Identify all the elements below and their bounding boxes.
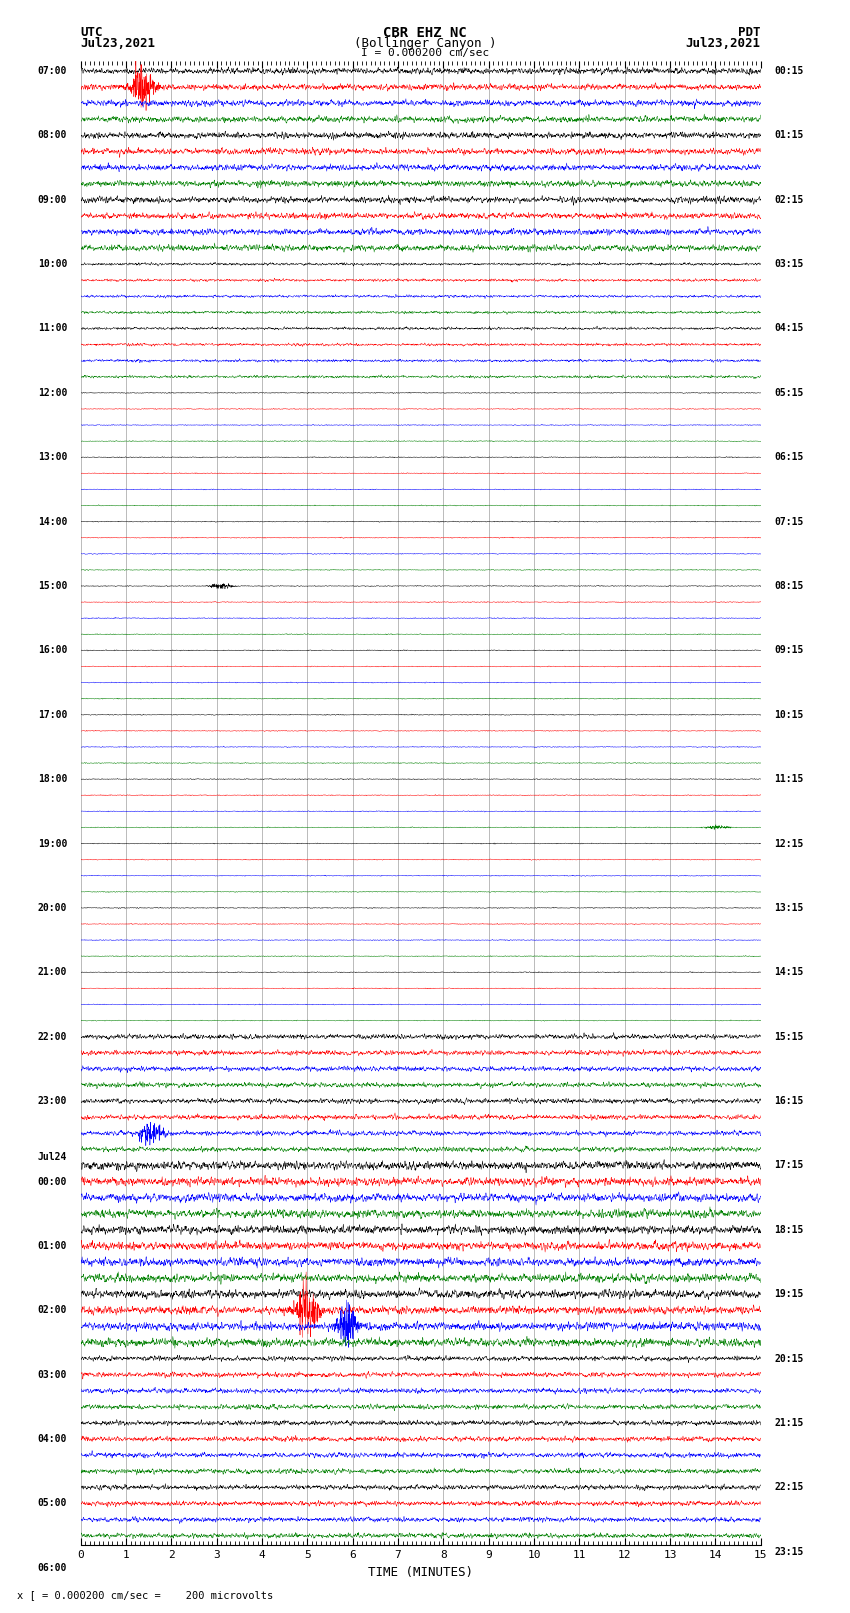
Text: Jul24: Jul24 xyxy=(37,1152,67,1163)
Text: 05:00: 05:00 xyxy=(37,1498,67,1508)
Text: 08:15: 08:15 xyxy=(774,581,804,590)
Text: 08:00: 08:00 xyxy=(37,131,67,140)
Text: 16:15: 16:15 xyxy=(774,1095,804,1107)
Text: 13:15: 13:15 xyxy=(774,903,804,913)
Text: 17:15: 17:15 xyxy=(774,1160,804,1171)
Text: 00:15: 00:15 xyxy=(774,66,804,76)
Text: 00:00: 00:00 xyxy=(37,1176,67,1187)
Text: 23:00: 23:00 xyxy=(37,1095,67,1107)
Text: 21:00: 21:00 xyxy=(37,968,67,977)
Text: (Bollinger Canyon ): (Bollinger Canyon ) xyxy=(354,37,496,50)
Text: I = 0.000200 cm/sec: I = 0.000200 cm/sec xyxy=(361,48,489,58)
Text: 03:00: 03:00 xyxy=(37,1369,67,1379)
Text: x [ = 0.000200 cm/sec =    200 microvolts: x [ = 0.000200 cm/sec = 200 microvolts xyxy=(17,1590,273,1600)
Text: 23:15: 23:15 xyxy=(774,1547,804,1557)
Text: CBR EHZ NC: CBR EHZ NC xyxy=(383,26,467,40)
Text: 04:15: 04:15 xyxy=(774,324,804,334)
Text: 11:15: 11:15 xyxy=(774,774,804,784)
Text: 14:00: 14:00 xyxy=(37,516,67,526)
Text: 05:15: 05:15 xyxy=(774,387,804,398)
Text: 17:00: 17:00 xyxy=(37,710,67,719)
Text: 21:15: 21:15 xyxy=(774,1418,804,1428)
Text: 10:15: 10:15 xyxy=(774,710,804,719)
Text: 01:00: 01:00 xyxy=(37,1240,67,1252)
Text: 16:00: 16:00 xyxy=(37,645,67,655)
Text: 06:00: 06:00 xyxy=(37,1563,67,1573)
Text: PDT: PDT xyxy=(739,26,761,39)
Text: 12:15: 12:15 xyxy=(774,839,804,848)
Text: 02:15: 02:15 xyxy=(774,195,804,205)
Text: 09:15: 09:15 xyxy=(774,645,804,655)
Text: 03:15: 03:15 xyxy=(774,260,804,269)
Text: 04:00: 04:00 xyxy=(37,1434,67,1444)
Text: 15:00: 15:00 xyxy=(37,581,67,590)
Text: 22:15: 22:15 xyxy=(774,1482,804,1492)
Text: 19:00: 19:00 xyxy=(37,839,67,848)
Text: 18:00: 18:00 xyxy=(37,774,67,784)
X-axis label: TIME (MINUTES): TIME (MINUTES) xyxy=(368,1566,473,1579)
Text: 20:15: 20:15 xyxy=(774,1353,804,1363)
Text: 01:15: 01:15 xyxy=(774,131,804,140)
Text: 20:00: 20:00 xyxy=(37,903,67,913)
Text: UTC: UTC xyxy=(81,26,103,39)
Text: 11:00: 11:00 xyxy=(37,324,67,334)
Text: 18:15: 18:15 xyxy=(774,1224,804,1236)
Text: 02:00: 02:00 xyxy=(37,1305,67,1315)
Text: 13:00: 13:00 xyxy=(37,452,67,463)
Text: 15:15: 15:15 xyxy=(774,1032,804,1042)
Text: 22:00: 22:00 xyxy=(37,1032,67,1042)
Text: Jul23,2021: Jul23,2021 xyxy=(81,37,156,50)
Text: 19:15: 19:15 xyxy=(774,1289,804,1298)
Text: 09:00: 09:00 xyxy=(37,195,67,205)
Text: 07:00: 07:00 xyxy=(37,66,67,76)
Text: Jul23,2021: Jul23,2021 xyxy=(686,37,761,50)
Text: 10:00: 10:00 xyxy=(37,260,67,269)
Text: 06:15: 06:15 xyxy=(774,452,804,463)
Text: 14:15: 14:15 xyxy=(774,968,804,977)
Text: 12:00: 12:00 xyxy=(37,387,67,398)
Text: 07:15: 07:15 xyxy=(774,516,804,526)
